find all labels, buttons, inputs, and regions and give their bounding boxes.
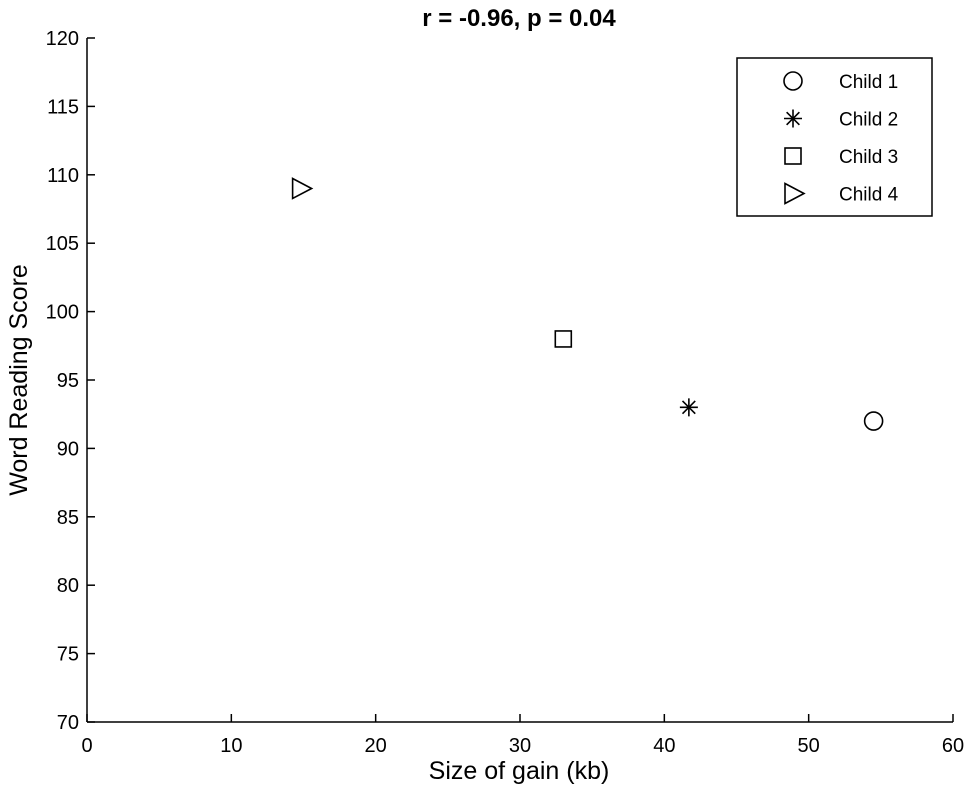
x-tick-label: 30 (509, 735, 531, 757)
x-tick-label: 60 (942, 735, 964, 757)
y-tick-label: 75 (57, 644, 79, 666)
data-point-child-2 (679, 398, 698, 417)
y-tick-label: 80 (57, 575, 79, 597)
y-tick-label: 90 (57, 438, 79, 460)
x-tick-label: 0 (81, 735, 92, 757)
y-tick-label: 105 (46, 233, 79, 255)
y-tick-label: 95 (57, 370, 79, 392)
legend-label: Child 3 (839, 147, 898, 168)
x-tick-label: 40 (653, 735, 675, 757)
y-tick-label: 115 (47, 96, 79, 118)
x-axis-ticks: 0 10 20 30 40 50 60 (81, 714, 964, 757)
x-axis-label: Size of gain (kb) (429, 757, 610, 785)
y-tick-label: 120 (46, 28, 79, 50)
y-axis-ticks: 70 75 80 85 90 95 100 105 110 115 120 (46, 28, 95, 734)
data-point-child-4 (291, 177, 314, 200)
legend-box (736, 57, 933, 217)
data-points (291, 177, 884, 431)
data-point-child-1 (863, 411, 884, 431)
legend-marker-child-1 (783, 71, 803, 91)
legend-marker-child-4 (784, 182, 806, 205)
legend-label: Child 4 (839, 185, 899, 206)
x-tick-label: 10 (220, 735, 242, 757)
y-tick-label: 100 (46, 302, 79, 324)
y-tick-label: 110 (47, 165, 79, 187)
legend: Child 1 Child 2 Child 3 Child 4 (736, 57, 933, 217)
x-tick-label: 20 (365, 735, 387, 757)
chart-title: r = -0.96, p = 0.04 (422, 5, 616, 32)
y-tick-label: 85 (57, 507, 79, 529)
data-point-child-3 (554, 330, 573, 348)
legend-label: Child 2 (839, 110, 898, 131)
legend-marker-child-3 (784, 147, 802, 165)
y-tick-label: 70 (57, 712, 79, 734)
x-tick-label: 50 (798, 735, 820, 757)
y-axis-label: Word Reading Score (5, 264, 33, 496)
legend-items: Child 1 Child 2 Child 3 Child 4 (783, 71, 899, 206)
legend-marker-child-2 (784, 109, 802, 128)
legend-label: Child 1 (839, 72, 898, 93)
